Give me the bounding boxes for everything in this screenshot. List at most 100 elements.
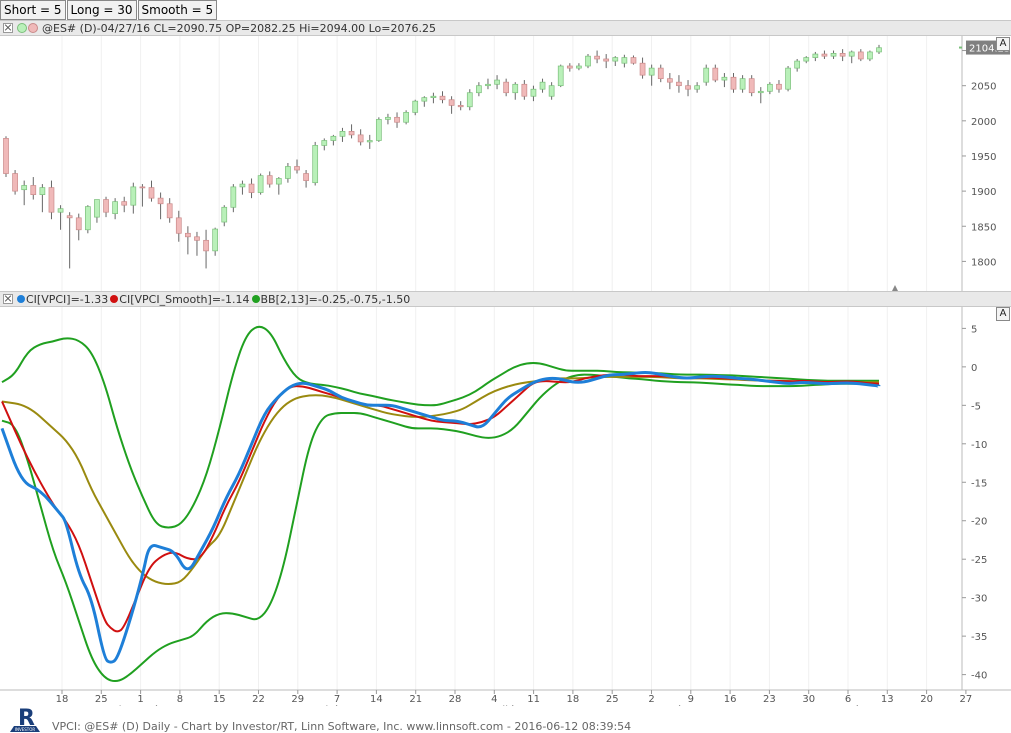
candle <box>57 205 64 230</box>
indicator-pane-header: CI[VPCI]=-1.33 CI[VPCI_Smooth]=-1.14 BB[… <box>0 291 1011 307</box>
candle <box>612 56 619 67</box>
indicator-tick-label: -20 <box>971 517 987 528</box>
candle <box>294 159 300 174</box>
candle-body-up <box>485 83 491 87</box>
candle <box>203 229 209 269</box>
candle <box>848 50 855 64</box>
candle-body-down <box>66 215 73 219</box>
candle <box>112 198 118 220</box>
candle-body-down <box>712 67 719 81</box>
candle <box>321 138 328 151</box>
candle-body-up <box>275 178 282 185</box>
candle <box>412 99 419 116</box>
short-param-button[interactable]: Short = 5 <box>0 0 66 20</box>
candle <box>648 64 655 86</box>
candle <box>394 112 400 128</box>
x-tick-label: 13 <box>881 694 894 705</box>
candle-body-up <box>84 206 91 231</box>
candle <box>512 82 519 100</box>
candle <box>430 92 437 104</box>
smooth-param-button[interactable]: Smooth = 5 <box>137 0 218 20</box>
candle-body-up <box>57 208 64 213</box>
candle <box>621 54 628 68</box>
candle-body-up <box>339 131 346 137</box>
candle-body-up <box>39 187 46 195</box>
x-tick-label: 1 <box>137 694 143 705</box>
candle <box>776 80 782 93</box>
candle <box>603 54 610 69</box>
series-ci-vpci- <box>0 371 881 664</box>
candle-body-down <box>157 197 164 205</box>
indicator-pane-close-icon[interactable] <box>3 294 13 304</box>
candle <box>303 170 309 188</box>
candle-body-up <box>221 206 228 223</box>
candle <box>830 50 837 59</box>
candle-body-down <box>776 83 782 90</box>
candle-body-down <box>48 187 55 213</box>
x-tick-label: 16 <box>724 694 737 705</box>
candle <box>857 49 864 62</box>
candle <box>712 64 719 83</box>
long-param-button[interactable]: Long = 30 <box>66 0 137 20</box>
candle-body-down <box>821 53 828 57</box>
candle-body-up <box>794 60 801 69</box>
vpci-smooth-legend-icon <box>110 295 119 303</box>
candle-body-down <box>175 217 182 234</box>
candle <box>466 89 473 111</box>
candle <box>421 96 428 107</box>
candle-body-down <box>348 131 355 136</box>
candle-body-down <box>448 99 455 106</box>
candle-body-down <box>103 199 109 213</box>
candle <box>30 177 37 200</box>
x-tick-label: 23 <box>763 694 776 705</box>
x-tick-label: 27 <box>960 694 973 705</box>
candle-body-up <box>285 166 291 179</box>
candle <box>139 184 146 207</box>
candle-body-down <box>730 76 737 90</box>
candle <box>448 96 455 114</box>
candle <box>357 129 364 146</box>
candle-body-down <box>121 201 128 206</box>
candle-body-up <box>476 85 482 94</box>
x-tick-label: 18 <box>56 694 69 705</box>
candle-body-up <box>576 65 582 69</box>
candle <box>21 180 28 206</box>
candle-body-up <box>239 183 246 188</box>
candle <box>121 196 128 213</box>
candle-body-up <box>530 88 537 97</box>
x-tick-label: 25 <box>606 694 619 705</box>
candle <box>312 141 319 186</box>
bb-legend-icon <box>251 295 260 303</box>
candle <box>576 63 582 71</box>
candle-body-down <box>166 203 173 219</box>
candle <box>821 50 828 59</box>
candle-body-up <box>694 85 700 90</box>
candle-body-down <box>748 78 755 94</box>
candle <box>539 78 546 93</box>
candle <box>867 50 873 62</box>
candle <box>794 58 801 72</box>
x-tick-label: 8 <box>177 694 183 705</box>
series-bb-mid <box>1 375 879 585</box>
candle <box>148 180 155 202</box>
footer-credit: VPCI: @ES# (D) Daily - Chart by Investor… <box>52 720 632 733</box>
price-autoscale-button[interactable]: A <box>996 37 1010 51</box>
price-pane-title: @ES# (D)-04/27/16 CL=2090.75 OP=2082.25 … <box>42 21 436 35</box>
candle <box>557 64 564 88</box>
candle-body-up <box>612 57 619 62</box>
candle <box>566 63 573 72</box>
candle-body-up <box>430 95 437 98</box>
legend-vpci: CI[VPCI]=-1.33 <box>17 293 108 306</box>
candle-body-down <box>357 134 364 143</box>
price-tick-label: 1900 <box>971 187 996 198</box>
indicator-tick-label: -35 <box>971 632 987 643</box>
candle-body-up <box>494 79 500 85</box>
candle-body-up <box>830 53 837 57</box>
candle <box>175 210 182 242</box>
candle-body-down <box>185 232 191 238</box>
vpci-legend-icon <box>17 295 25 303</box>
indicator-autoscale-button[interactable]: A <box>996 307 1010 321</box>
price-pane-close-icon[interactable] <box>3 23 13 33</box>
price-chart[interactable]: 1800 1850 1900 1950 2000 2050 2104.25 <box>0 36 1011 291</box>
